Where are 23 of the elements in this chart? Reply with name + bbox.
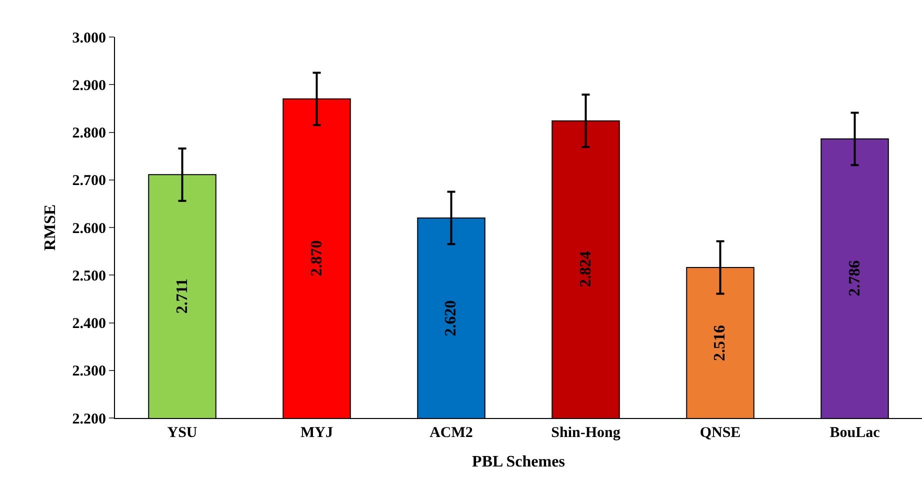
- data-label: 2.711: [174, 278, 191, 314]
- y-tick-label: 2.300: [72, 364, 106, 380]
- x-tick-label: BouLac: [830, 425, 880, 441]
- data-label: 2.620: [442, 300, 460, 336]
- y-tick-label: 2.900: [72, 78, 106, 94]
- x-tick-label: ACM2: [430, 425, 473, 441]
- x-tick-label: Shin-Hong: [551, 425, 621, 441]
- data-label: 2.786: [846, 260, 864, 296]
- data-label: 2.824: [577, 251, 594, 288]
- y-tick-label: 2.600: [72, 220, 106, 237]
- x-axis-title: PBL Schemes: [472, 454, 565, 471]
- x-tick-label: QNSE: [700, 425, 741, 441]
- y-axis-title: RMSE: [42, 204, 60, 251]
- y-tick-label: 3.000: [72, 30, 106, 46]
- y-tick-label: 2.500: [72, 268, 106, 284]
- y-tick-label: 2.800: [72, 126, 106, 142]
- y-tick-label: 2.400: [72, 316, 106, 332]
- x-tick-label: MYJ: [300, 425, 334, 441]
- data-label: 2.870: [308, 240, 326, 276]
- data-label: 2.516: [712, 325, 728, 361]
- x-tick-label: YSU: [167, 425, 198, 441]
- y-tick-label: 2.200: [72, 411, 106, 428]
- y-tick-label: 2.700: [72, 173, 106, 190]
